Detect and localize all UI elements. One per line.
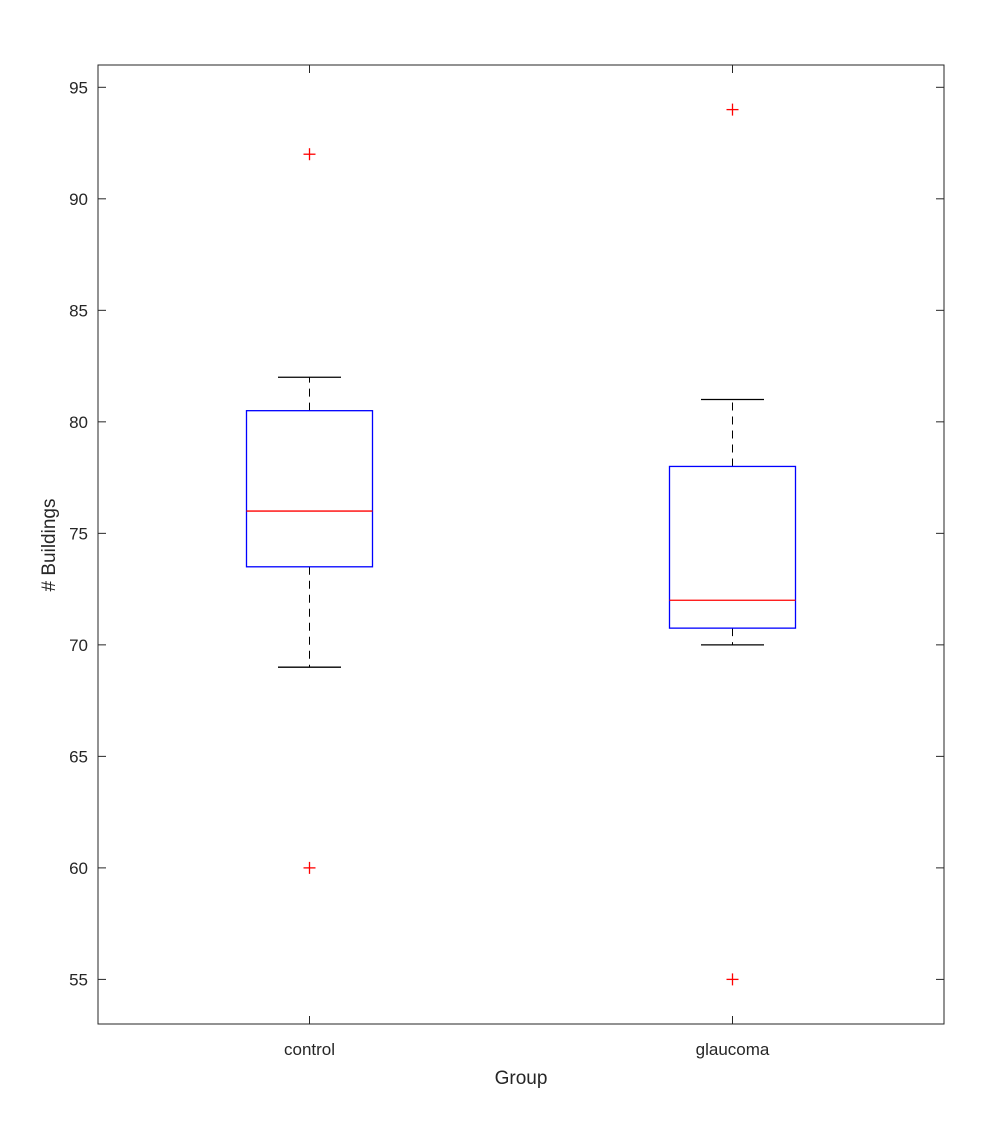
iqr-box [668,465,797,629]
outlier-marker [726,973,739,986]
axes-frame [97,64,945,1025]
chart-marks [245,103,797,986]
y-tick-label: 70 [69,636,88,655]
x-tick-label: control [284,1040,335,1059]
y-tick-label: 85 [69,301,88,320]
y-tick-label: 95 [69,78,88,97]
y-tick-label: 80 [69,413,88,432]
outlier-marker [726,103,739,116]
y-tick-label: 65 [69,747,88,766]
x-tick-label: glaucoma [696,1040,770,1059]
plot-area [98,65,944,1024]
box-control [245,148,374,874]
x-axis-label: Group [495,1068,548,1089]
y-tick-label: 90 [69,190,88,209]
box-glaucoma [668,103,797,986]
outlier-marker [303,861,316,874]
y-tick-label: 55 [69,970,88,989]
y-axis-label: # Buildings [39,499,60,592]
outlier-marker [303,148,316,161]
y-tick-label: 60 [69,859,88,878]
axis-ticks: 55 60 65 70 75 80 85 90 95 control glaucoma [69,65,944,1059]
iqr-box [245,410,374,568]
y-tick-label: 75 [69,524,88,543]
